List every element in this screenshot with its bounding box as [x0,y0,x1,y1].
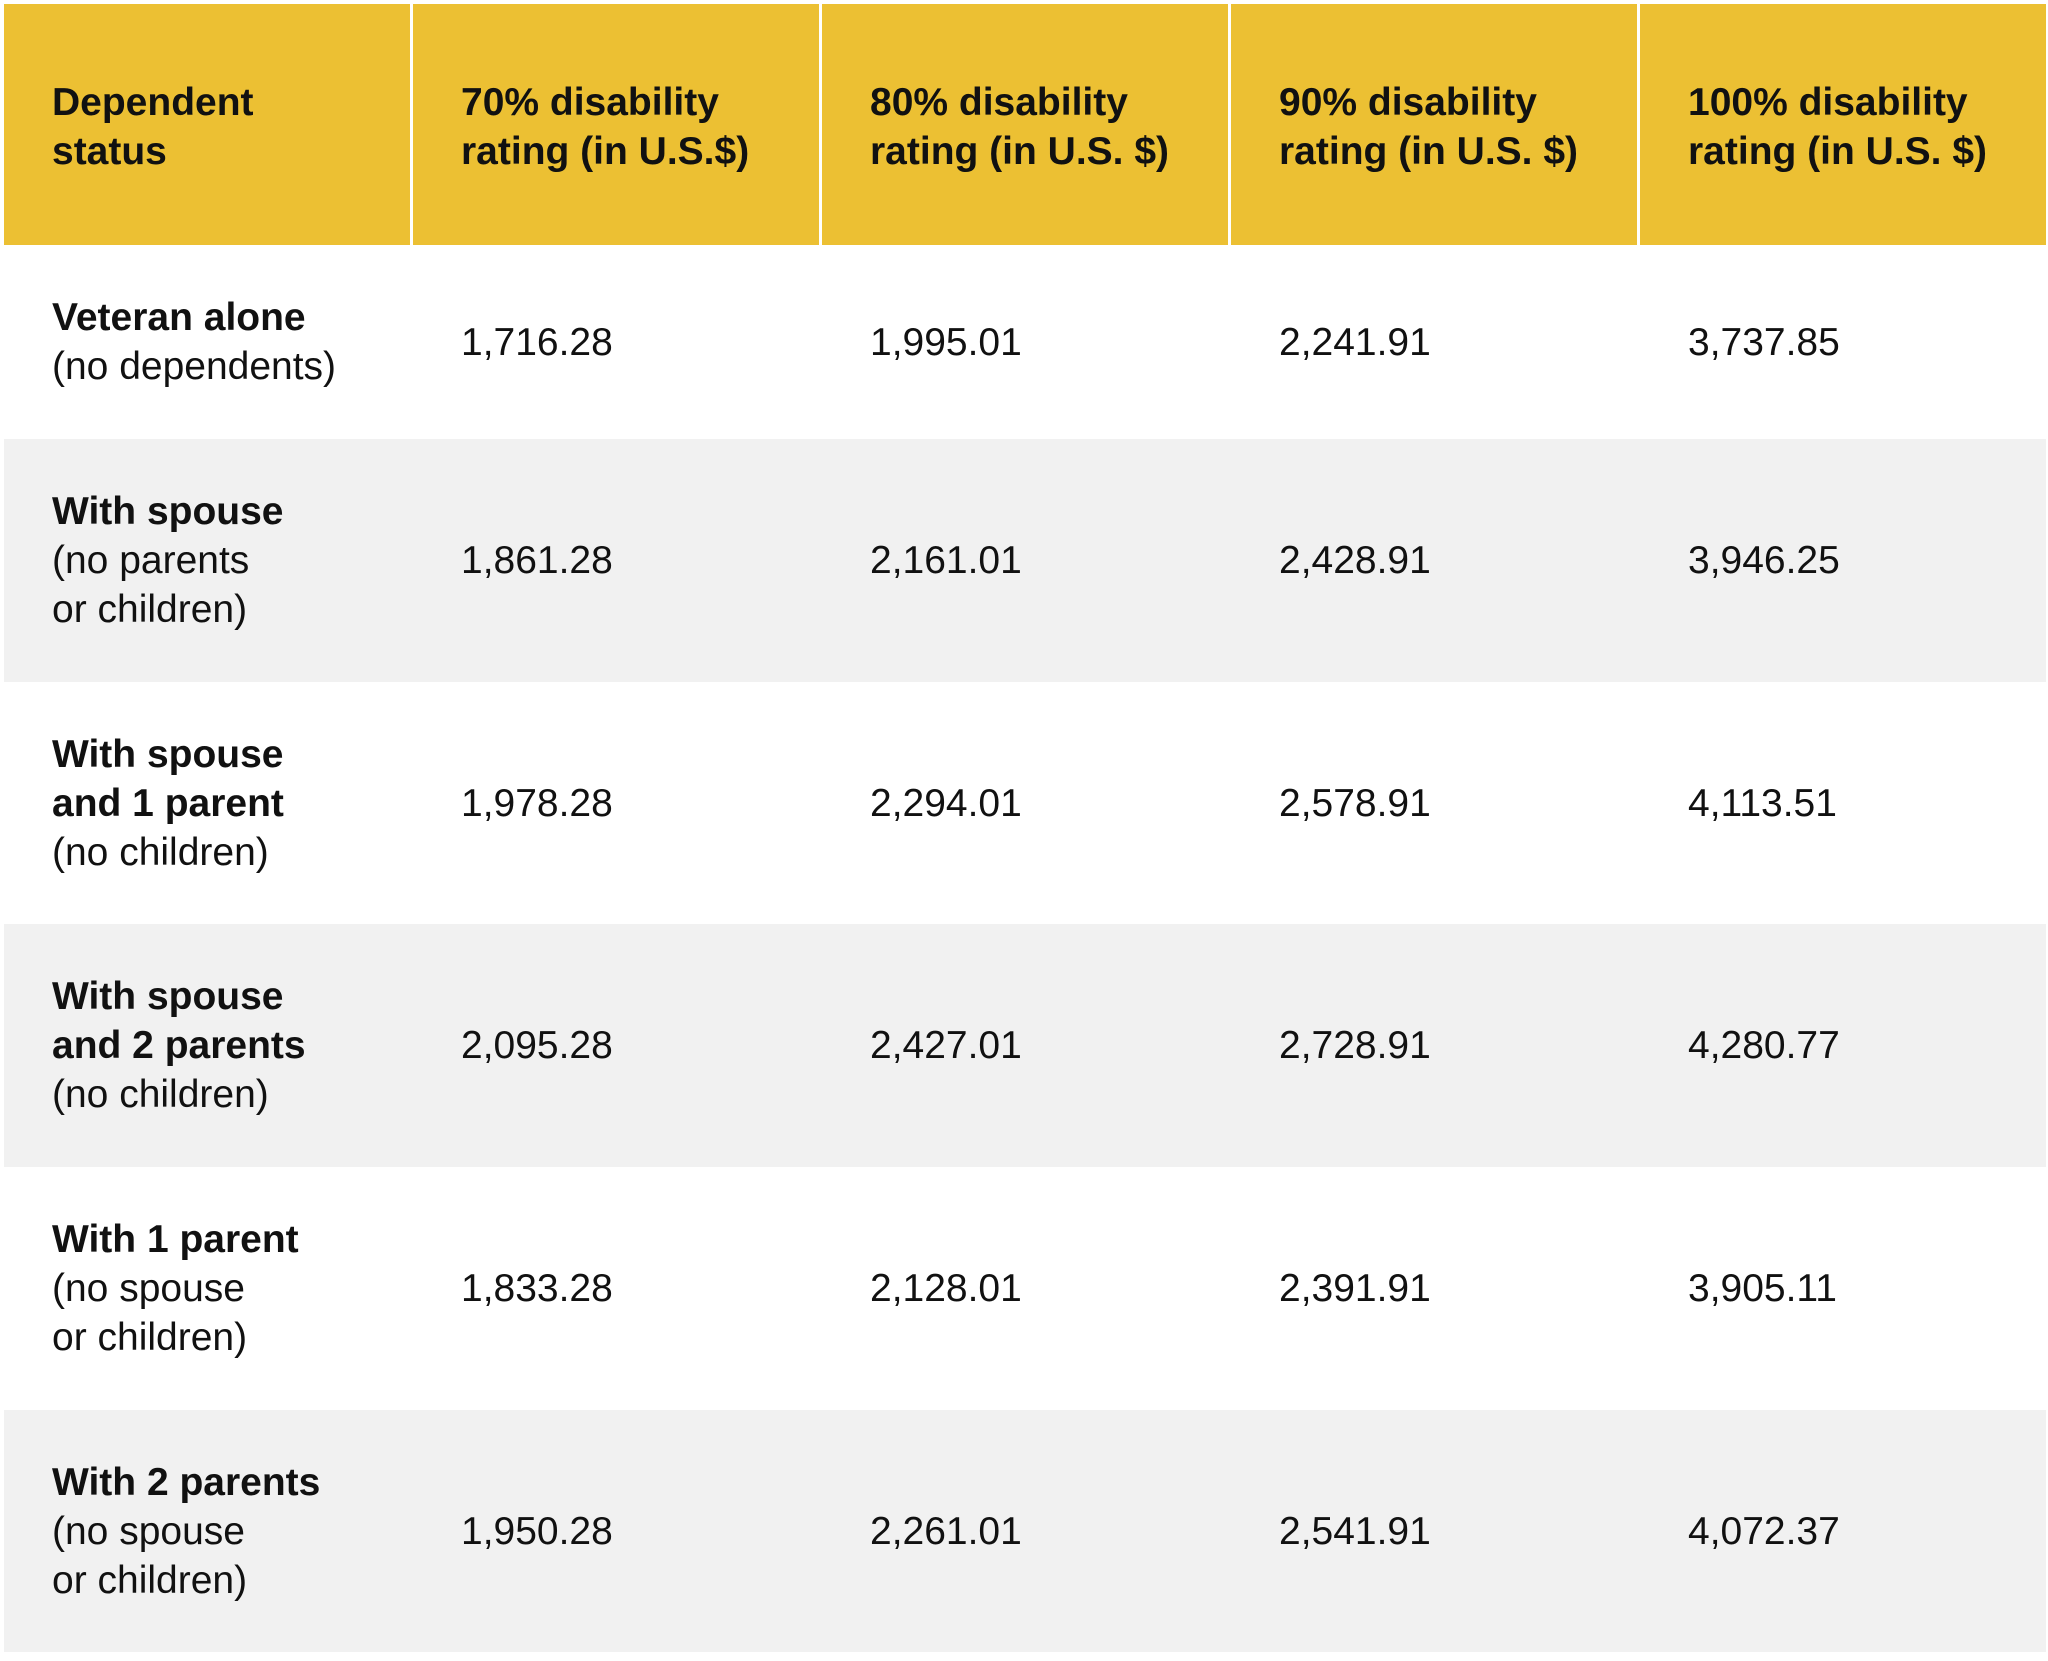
rating-100-cell: 4,280.77 [1640,924,2046,1167]
rating-90-cell: 2,578.91 [1231,682,1637,924]
status-title: With spouse and 2 parents [52,975,306,1067]
amount: 4,280.77 [1688,1024,1840,1067]
status-title: With spouse and 1 parent [52,732,284,825]
dependent-status: With 1 parent (no spouse or children) [52,1215,299,1362]
dependent-status-cell: With spouse and 2 parents (no children) [4,924,410,1167]
amount: 2,241.91 [1279,320,1431,364]
rating-100-cell: 3,905.11 [1640,1167,2046,1410]
dependent-status-cell: With spouse and 1 parent (no children) [4,682,410,924]
amount: 2,294.01 [870,781,1022,825]
status-title: Veteran alone [52,296,306,339]
dependent-status-cell: Veteran alone (no dependents) [4,245,410,439]
rating-90-cell: 2,728.91 [1231,924,1637,1167]
amount: 3,946.25 [1688,539,1840,582]
rating-70-cell: 1,861.28 [413,439,819,682]
status-title: With spouse [52,490,284,533]
status-note: (no parents or children) [52,539,250,631]
rating-90-cell: 2,428.91 [1231,439,1637,682]
table-row: With spouse (no parents or children) 1,8… [4,439,2046,682]
header-80-percent: 80% disability rating (in U.S. $) [822,4,1228,245]
table-row: With spouse and 1 parent (no children) 1… [4,682,2046,924]
status-note: (no spouse or children) [52,1509,248,1602]
amount: 1,995.01 [870,320,1022,364]
status-note: (no dependents) [52,345,337,388]
amount: 1,833.28 [461,1267,613,1310]
amount: 2,391.91 [1279,1267,1431,1310]
rating-80-cell: 2,128.01 [822,1167,1228,1410]
rating-100-cell: 3,946.25 [1640,439,2046,682]
status-note: (no children) [52,1073,269,1116]
table-row: With 2 parents (no spouse or children) 1… [4,1410,2046,1652]
dependent-status: With spouse and 1 parent (no children) [52,730,284,877]
amount: 2,427.01 [870,1024,1022,1067]
rating-80-cell: 2,261.01 [822,1410,1228,1652]
status-note: (no spouse or children) [52,1267,248,1359]
dependent-status: Veteran alone (no dependents) [52,293,336,391]
rating-90-cell: 2,391.91 [1231,1167,1637,1410]
table-row: Veteran alone (no dependents) 1,716.28 1… [4,245,2046,439]
amount: 2,728.91 [1279,1024,1431,1067]
amount: 1,978.28 [461,781,613,825]
disability-compensation-table: Dependent status 70% disability rating (… [4,4,2046,1652]
amount: 4,072.37 [1688,1509,1840,1553]
amount: 2,261.01 [870,1509,1022,1553]
amount: 2,161.01 [870,539,1022,582]
dependent-status-cell: With spouse (no parents or children) [4,439,410,682]
amount: 3,737.85 [1688,320,1840,364]
status-title: With 2 parents [52,1460,321,1504]
rating-80-cell: 2,161.01 [822,439,1228,682]
rating-70-cell: 1,833.28 [413,1167,819,1410]
header-dependent-status: Dependent status [4,4,410,245]
rating-100-cell: 4,072.37 [1640,1410,2046,1652]
rating-70-cell: 2,095.28 [413,924,819,1167]
header-label: 100% disability rating (in U.S. $) [1688,80,1988,173]
table-row: With spouse and 2 parents (no children) … [4,924,2046,1167]
table-row: With 1 parent (no spouse or children) 1,… [4,1167,2046,1410]
rating-70-cell: 1,716.28 [413,245,819,439]
amount: 3,905.11 [1688,1267,1837,1310]
header-label: 70% disability rating (in U.S.$) [461,80,750,173]
status-note: (no children) [52,830,269,874]
rating-70-cell: 1,978.28 [413,682,819,924]
header-100-percent: 100% disability rating (in U.S. $) [1640,4,2046,245]
header-90-percent: 90% disability rating (in U.S. $) [1231,4,1637,245]
rating-100-cell: 4,113.51 [1640,682,2046,924]
dependent-status: With 2 parents (no spouse or children) [52,1458,320,1605]
rating-80-cell: 2,427.01 [822,924,1228,1167]
amount: 2,428.91 [1279,539,1431,582]
header-70-percent: 70% disability rating (in U.S.$) [413,4,819,245]
status-title: With 1 parent [52,1218,299,1261]
amount: 1,861.28 [461,539,613,582]
amount: 2,541.91 [1279,1509,1431,1553]
amount: 1,716.28 [461,320,613,364]
rating-100-cell: 3,737.85 [1640,245,2046,439]
rating-90-cell: 2,241.91 [1231,245,1637,439]
rating-80-cell: 2,294.01 [822,682,1228,924]
amount: 2,128.01 [870,1267,1022,1310]
amount: 2,095.28 [461,1024,613,1067]
dependent-status-cell: With 1 parent (no spouse or children) [4,1167,410,1410]
header-label: 90% disability rating (in U.S. $) [1279,80,1579,173]
amount: 2,578.91 [1279,781,1431,825]
rating-70-cell: 1,950.28 [413,1410,819,1652]
amount: 1,950.28 [461,1509,613,1553]
header-label: Dependent status [52,80,254,173]
rating-90-cell: 2,541.91 [1231,1410,1637,1652]
rating-80-cell: 1,995.01 [822,245,1228,439]
dependent-status: With spouse and 2 parents (no children) [52,972,306,1119]
dependent-status-cell: With 2 parents (no spouse or children) [4,1410,410,1652]
header-label: 80% disability rating (in U.S. $) [870,80,1170,173]
amount: 4,113.51 [1688,781,1837,825]
dependent-status: With spouse (no parents or children) [52,487,284,634]
